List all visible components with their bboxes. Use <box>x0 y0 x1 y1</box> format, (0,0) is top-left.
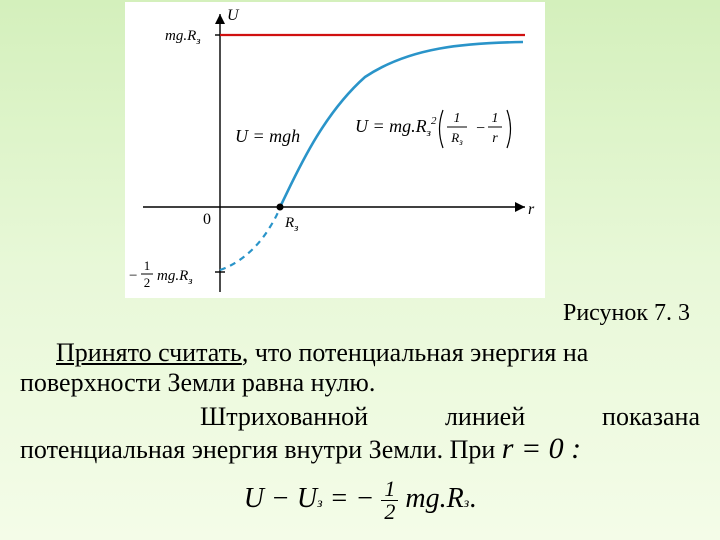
y-lower-label: − 1 2 mg.Rз <box>129 258 193 290</box>
svg-text:1: 1 <box>454 111 461 126</box>
eq-frac-n: 1 <box>381 478 398 501</box>
svg-text:−: − <box>129 268 137 284</box>
eq-minus1: − <box>264 483 297 514</box>
eq-right: U = mg.Rз2 1 Rз − 1 r <box>355 110 511 148</box>
eq-mgR: mg.R <box>398 483 463 514</box>
svg-text:−: − <box>475 120 486 137</box>
svg-text:r: r <box>492 131 498 146</box>
eq-U1: U <box>244 483 264 514</box>
para1-underlined: Принято считать <box>56 338 242 367</box>
origin-label: 0 <box>203 211 211 228</box>
eq-frac-d: 2 <box>381 501 398 523</box>
eq-period: . <box>469 483 476 514</box>
paragraph-2: Штрихованной линией показана потенциальн… <box>20 402 700 466</box>
para2-text: Штрихованной линией показана потенциальн… <box>20 402 700 464</box>
svg-text:1: 1 <box>144 258 151 273</box>
axes <box>143 14 525 292</box>
eq-frac: 12 <box>381 478 398 523</box>
x-tick-r3: Rз <box>284 215 298 234</box>
y-upper-label: mg.Rз <box>165 28 201 47</box>
svg-text:1: 1 <box>492 111 499 126</box>
svg-text:U = mg.Rз2: U = mg.Rз2 <box>355 115 437 139</box>
eq-equals: = − <box>323 483 375 514</box>
svg-text:2: 2 <box>144 275 151 290</box>
svg-text:mg.Rз: mg.Rз <box>157 268 193 287</box>
y-axis-label: U <box>227 7 240 24</box>
para1-period: . <box>369 368 376 397</box>
curve-dashed <box>220 207 280 270</box>
svg-text:Rз: Rз <box>450 130 463 147</box>
figure-caption: Рисунок 7. 3 <box>563 300 690 327</box>
x-axis-label: r <box>528 201 535 218</box>
inline-eq-r0: r = 0 : <box>502 432 581 465</box>
eq-left: U = mgh <box>235 126 300 146</box>
eq-U2: U <box>297 483 317 514</box>
r3-marker <box>277 204 284 211</box>
chart-panel: U r 0 mg.Rз − 1 2 mg.Rз Rз U = mgh U = m… <box>125 2 545 298</box>
paragraph-1: Принято считать, что потенциальная энерг… <box>20 338 700 398</box>
chart-svg: U r 0 mg.Rз − 1 2 mg.Rз Rз U = mgh U = m… <box>125 2 545 298</box>
equation-block: U − Uз = − 12 mg.Rз. <box>0 478 720 523</box>
